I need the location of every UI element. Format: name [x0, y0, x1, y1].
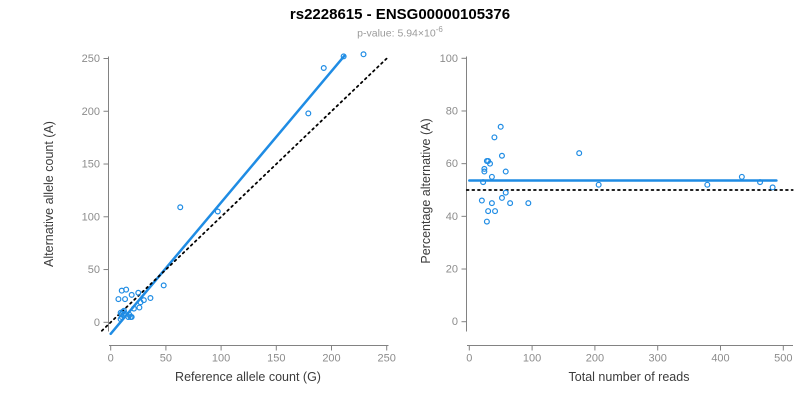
regression-fit: [109, 54, 346, 336]
x-tick-label: 250: [378, 353, 396, 365]
data-point: [498, 194, 505, 201]
data-point: [488, 173, 495, 180]
data-point: [488, 200, 495, 207]
x-tick-label: 0: [466, 353, 472, 365]
data-point: [360, 51, 367, 58]
y-tick-label: 20: [446, 264, 458, 276]
data-point: [498, 152, 505, 159]
data-point: [160, 282, 167, 289]
data-point: [525, 200, 532, 207]
y-tick-label: 80: [446, 105, 458, 117]
figure-title: rs2228615 - ENSG00000105376: [289, 6, 511, 23]
data-point: [478, 197, 485, 204]
y-tick-label: 50: [88, 264, 100, 276]
data-point: [502, 168, 509, 175]
data-point: [147, 295, 154, 302]
data-point: [483, 218, 490, 225]
data-point: [123, 286, 130, 293]
y-tick-label: 60: [446, 158, 458, 170]
x-tick-label: 400: [711, 353, 729, 365]
data-point: [595, 181, 602, 188]
data-point: [502, 189, 509, 196]
right-xaxis-label: Total number of reads: [568, 370, 690, 384]
y-tick-label: 250: [82, 53, 100, 65]
data-point: [497, 123, 504, 130]
identity-line: [100, 55, 390, 332]
x-tick-label: 200: [322, 353, 340, 365]
data-point: [491, 134, 498, 141]
data-point: [135, 289, 142, 296]
data-point: [115, 296, 122, 303]
data-point: [320, 64, 327, 71]
data-point: [576, 150, 583, 157]
data-point: [507, 200, 514, 207]
pvalue-text: p-value: 5.94×10: [357, 27, 436, 40]
data-point: [140, 297, 147, 304]
data-point: [704, 181, 711, 188]
pvalue-exponent: -6: [435, 25, 443, 34]
data-point: [136, 304, 143, 311]
data-point: [305, 110, 312, 117]
y-tick-label: 0: [452, 316, 458, 328]
x-tick-label: 50: [160, 353, 172, 365]
data-point: [769, 184, 776, 191]
y-tick-label: 100: [82, 211, 100, 223]
x-tick-label: 0: [108, 353, 114, 365]
data-point: [128, 291, 135, 298]
data-point: [120, 307, 127, 314]
y-tick-label: 40: [446, 211, 458, 223]
data-point: [485, 208, 492, 215]
data-point: [757, 179, 764, 186]
x-tick-label: 150: [267, 353, 285, 365]
x-tick-label: 100: [523, 353, 541, 365]
data-point: [481, 168, 488, 175]
left-yaxis-label: Alternative allele count (A): [42, 121, 56, 267]
data-point: [340, 53, 347, 60]
figure-subtitle: p-value: 5.94×10-6: [0, 25, 800, 40]
y-tick-label: 150: [82, 159, 100, 171]
x-tick-label: 100: [212, 353, 230, 365]
data-point: [487, 160, 494, 167]
data-point: [738, 173, 745, 180]
left-xaxis-label: Reference allele count (G): [175, 370, 321, 384]
data-point: [177, 204, 184, 211]
data-point: [130, 305, 137, 312]
data-point: [480, 179, 487, 186]
y-tick-label: 100: [440, 53, 458, 65]
y-tick-label: 200: [82, 106, 100, 118]
data-point: [492, 208, 499, 215]
data-point: [214, 208, 221, 215]
data-point: [481, 165, 488, 172]
data-point: [122, 296, 129, 303]
x-tick-label: 500: [774, 353, 792, 365]
y-tick-label: 0: [94, 317, 100, 329]
x-tick-label: 200: [586, 353, 604, 365]
right-yaxis-label: Percentage alternative (A): [419, 118, 433, 264]
x-tick-label: 300: [649, 353, 667, 365]
data-point: [128, 314, 135, 321]
